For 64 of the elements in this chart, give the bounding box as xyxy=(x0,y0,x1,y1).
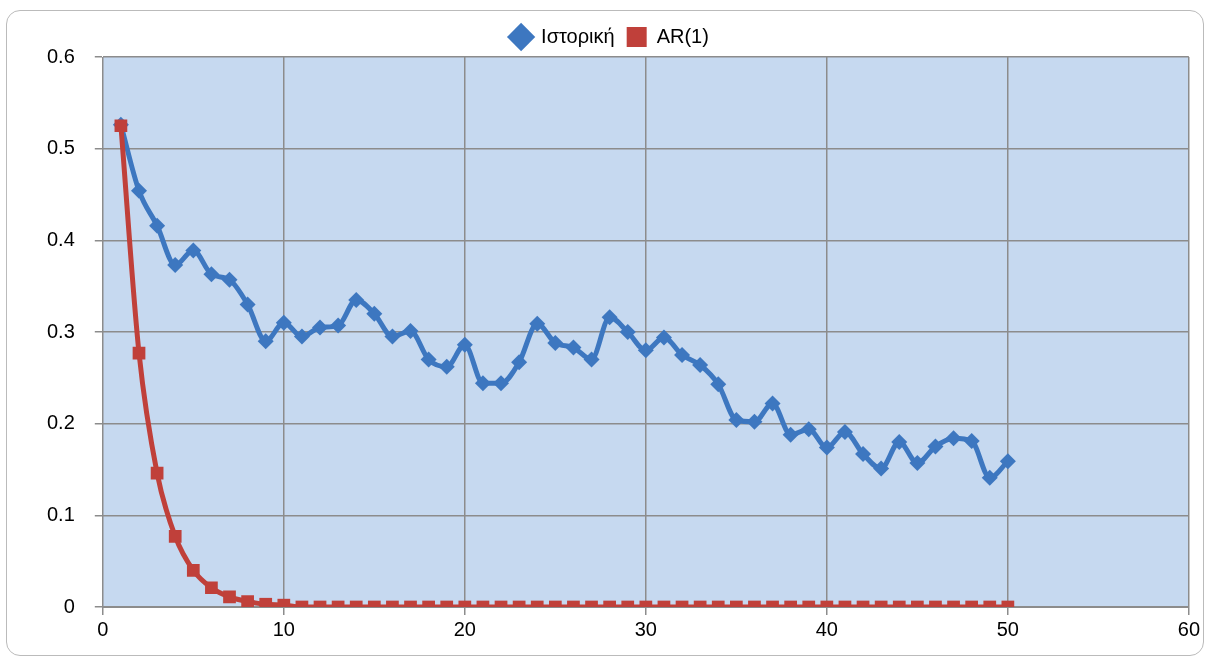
point xyxy=(764,395,781,412)
point xyxy=(221,271,238,288)
point xyxy=(855,445,872,462)
point xyxy=(312,319,329,336)
point xyxy=(438,358,455,375)
y-tick-label: 0.5 xyxy=(46,136,75,159)
point xyxy=(945,430,962,447)
point xyxy=(547,335,564,351)
point xyxy=(150,466,164,480)
point xyxy=(981,469,998,486)
point xyxy=(873,460,890,477)
point xyxy=(583,351,600,368)
point xyxy=(474,375,491,392)
point xyxy=(710,376,727,393)
point xyxy=(891,434,908,450)
point xyxy=(203,266,220,283)
x-tick-label: 50 xyxy=(996,617,1019,640)
x-tick-label: 0 xyxy=(97,617,109,640)
point xyxy=(999,453,1016,470)
point xyxy=(782,426,799,443)
point xyxy=(402,323,419,340)
point xyxy=(384,328,401,345)
point xyxy=(239,296,256,313)
point xyxy=(836,423,853,440)
point xyxy=(927,438,944,455)
point xyxy=(330,317,347,334)
y-tick-label: 0.2 xyxy=(46,411,75,434)
point xyxy=(818,439,835,456)
x-tick-label: 60 xyxy=(1177,617,1200,640)
y-tick-label: 0.1 xyxy=(46,502,75,525)
y-tick-label: 0.4 xyxy=(46,227,75,250)
point xyxy=(655,329,672,346)
point xyxy=(185,242,202,259)
point xyxy=(728,412,745,428)
point xyxy=(909,455,926,472)
point xyxy=(601,309,618,326)
x-tick-label: 30 xyxy=(634,617,657,640)
point xyxy=(511,354,528,371)
legend-label: AR(1) xyxy=(656,24,709,47)
y-tick-label: 0.6 xyxy=(46,44,75,67)
point xyxy=(420,351,437,368)
point xyxy=(963,433,980,450)
point xyxy=(692,357,709,373)
point xyxy=(493,375,510,392)
point xyxy=(167,257,184,274)
y-tick-label: 0 xyxy=(63,594,75,617)
point xyxy=(348,291,365,308)
point xyxy=(149,217,166,234)
point xyxy=(674,346,691,363)
point xyxy=(565,339,582,356)
x-tick-label: 10 xyxy=(272,617,295,640)
point xyxy=(529,315,546,332)
point xyxy=(275,314,292,331)
y-tick-label: 0.3 xyxy=(46,319,75,342)
point xyxy=(257,333,274,350)
point xyxy=(456,336,473,353)
legend-label: Ιστορική xyxy=(541,24,615,47)
x-tick-label: 20 xyxy=(453,617,476,640)
point xyxy=(637,342,654,359)
point xyxy=(366,305,383,322)
point xyxy=(800,421,817,438)
x-tick-label: 40 xyxy=(815,617,838,640)
point xyxy=(619,324,636,340)
point xyxy=(293,328,310,345)
